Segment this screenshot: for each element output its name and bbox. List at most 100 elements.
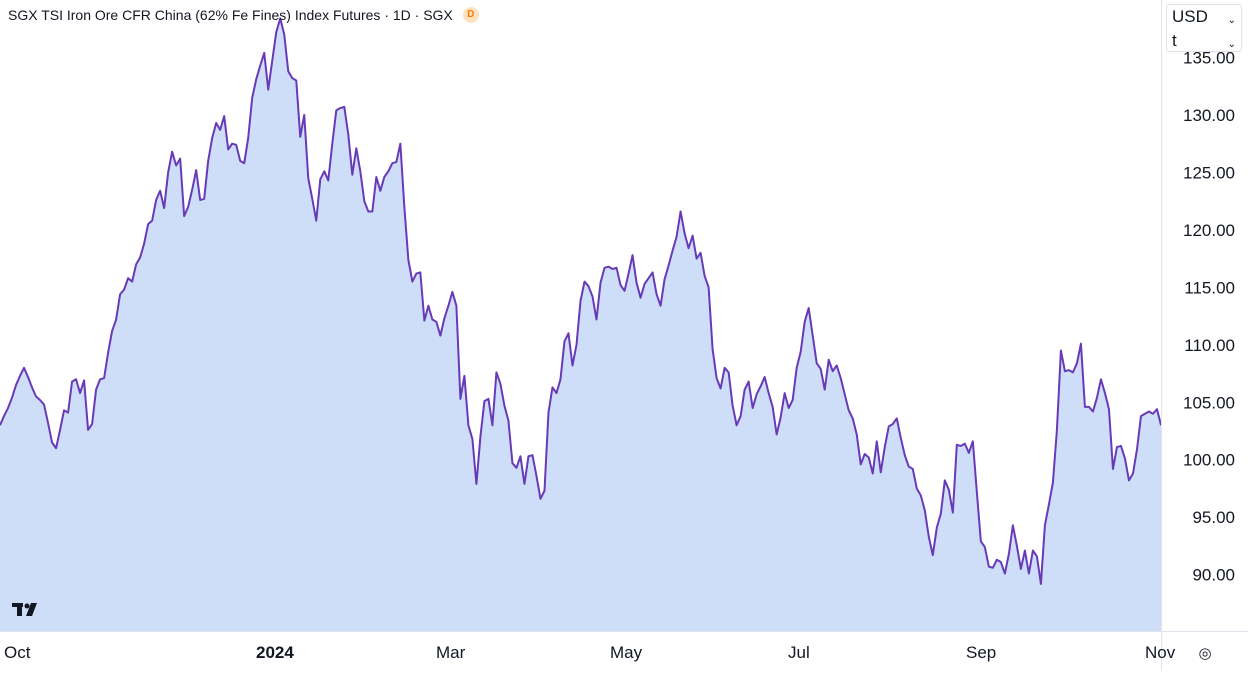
data-point[interactable] [450, 290, 454, 294]
data-point[interactable] [258, 64, 262, 68]
data-point[interactable] [306, 176, 310, 180]
data-point[interactable] [867, 455, 871, 459]
data-point[interactable] [851, 416, 855, 420]
data-point[interactable] [1091, 409, 1095, 413]
data-point[interactable] [579, 299, 583, 303]
data-point[interactable] [979, 539, 983, 543]
data-point[interactable] [430, 318, 434, 322]
data-point[interactable] [635, 281, 639, 285]
data-point[interactable] [923, 508, 927, 512]
data-point[interactable] [86, 428, 90, 432]
data-point[interactable] [1103, 391, 1107, 395]
data-point[interactable] [446, 304, 450, 308]
data-point[interactable] [1047, 503, 1051, 507]
data-point[interactable] [234, 143, 238, 147]
data-point[interactable] [935, 526, 939, 530]
data-point[interactable] [1015, 544, 1019, 548]
data-point[interactable] [230, 142, 234, 146]
data-point[interactable] [202, 197, 206, 201]
data-point[interactable] [290, 76, 294, 80]
data-point[interactable] [591, 295, 595, 299]
data-point[interactable] [1043, 523, 1047, 527]
data-point[interactable] [1083, 405, 1087, 409]
data-point[interactable] [62, 408, 66, 412]
data-point[interactable] [178, 157, 182, 161]
data-point[interactable] [238, 159, 242, 163]
data-point[interactable] [502, 404, 506, 408]
data-point[interactable] [218, 128, 222, 132]
data-point[interactable] [206, 159, 210, 163]
data-point[interactable] [378, 189, 382, 193]
data-point[interactable] [422, 319, 426, 323]
data-point[interactable] [607, 265, 611, 269]
data-point[interactable] [651, 270, 655, 274]
data-point[interactable] [434, 320, 438, 324]
data-point[interactable] [510, 461, 514, 465]
data-point[interactable] [775, 432, 779, 436]
data-point[interactable] [747, 380, 751, 384]
data-point[interactable] [699, 251, 703, 255]
data-point[interactable] [1123, 457, 1127, 461]
data-point[interactable] [570, 364, 574, 368]
data-point[interactable] [90, 422, 94, 426]
data-point[interactable] [703, 274, 707, 278]
data-point[interactable] [931, 553, 935, 557]
data-point[interactable] [847, 408, 851, 412]
data-point[interactable] [791, 398, 795, 402]
data-point[interactable] [879, 470, 883, 474]
data-point[interactable] [254, 77, 258, 81]
data-point[interactable] [639, 296, 643, 300]
data-point[interactable] [226, 147, 230, 151]
data-point[interactable] [302, 113, 306, 117]
data-point[interactable] [274, 30, 278, 34]
data-point[interactable] [398, 142, 402, 146]
data-point[interactable] [999, 560, 1003, 564]
data-point[interactable] [815, 361, 819, 365]
data-point[interactable] [242, 161, 246, 165]
data-point[interactable] [298, 135, 302, 139]
data-point[interactable] [767, 391, 771, 395]
data-point[interactable] [134, 262, 138, 266]
data-point[interactable] [106, 351, 110, 355]
data-point[interactable] [374, 175, 378, 179]
settings-gear-icon[interactable]: ◎ [1198, 645, 1212, 662]
data-point[interactable] [887, 424, 891, 428]
data-point[interactable] [486, 397, 490, 401]
data-point[interactable] [643, 282, 647, 286]
data-point[interactable] [743, 388, 747, 392]
data-point[interactable] [1075, 361, 1079, 365]
data-point[interactable] [458, 397, 462, 401]
data-point[interactable] [322, 169, 326, 173]
data-point[interactable] [554, 391, 558, 395]
data-point[interactable] [66, 411, 70, 415]
data-point[interactable] [759, 384, 763, 388]
data-point[interactable] [675, 235, 679, 239]
data-point[interactable] [691, 234, 695, 238]
data-point[interactable] [170, 150, 174, 154]
data-point[interactable] [619, 283, 623, 287]
data-point[interactable] [286, 69, 290, 73]
data-point[interactable] [138, 255, 142, 259]
data-point[interactable] [1027, 572, 1031, 576]
data-point[interactable] [939, 512, 943, 516]
data-point[interactable] [779, 415, 783, 419]
data-point[interactable] [214, 121, 218, 125]
data-point[interactable] [10, 396, 14, 400]
data-point[interactable] [1019, 567, 1023, 571]
data-point[interactable] [18, 374, 22, 378]
data-point[interactable] [478, 435, 482, 439]
data-point[interactable] [490, 423, 494, 427]
data-point[interactable] [647, 276, 651, 280]
data-point[interactable] [667, 264, 671, 268]
data-point[interactable] [663, 277, 667, 281]
data-point[interactable] [326, 178, 330, 182]
data-point[interactable] [54, 446, 58, 450]
data-point[interactable] [474, 482, 478, 486]
data-point[interactable] [542, 489, 546, 493]
data-point[interactable] [739, 414, 743, 418]
data-point[interactable] [1011, 523, 1015, 527]
data-point[interactable] [895, 416, 899, 420]
data-point[interactable] [1039, 582, 1043, 586]
data-point[interactable] [1107, 407, 1111, 411]
data-point[interactable] [731, 404, 735, 408]
